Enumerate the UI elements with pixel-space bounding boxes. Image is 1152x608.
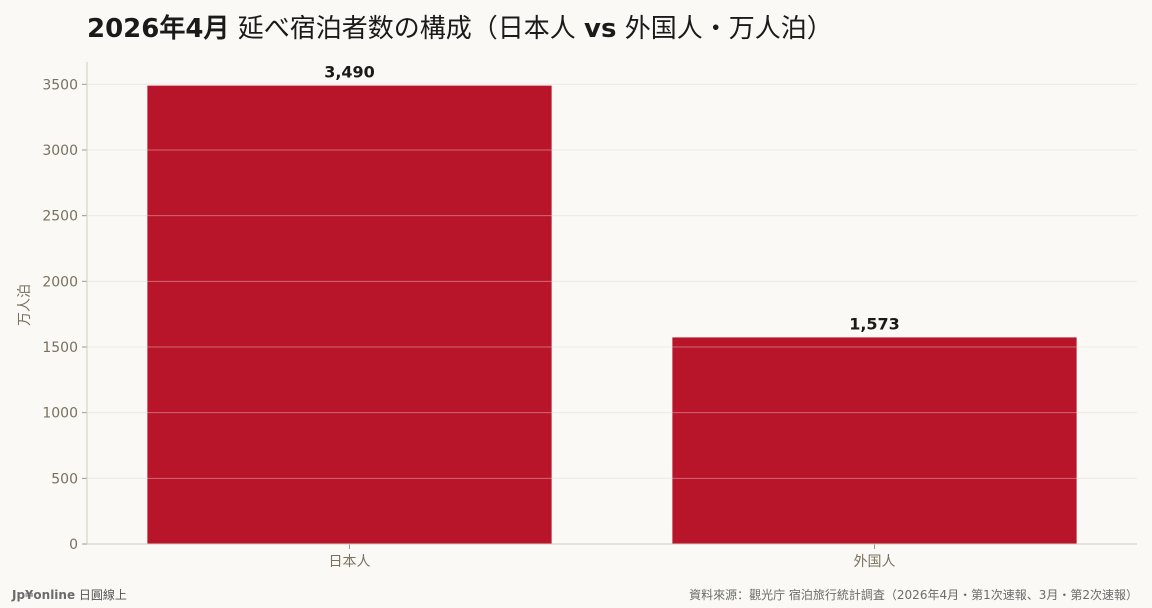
y-axis-label: 万人泊: [17, 284, 33, 326]
bars: [147, 85, 1077, 545]
value-label: 3,490: [324, 63, 375, 82]
y-tick-label: 3500: [42, 77, 78, 93]
axes: [82, 62, 1137, 549]
bar-foreign: [672, 337, 1077, 544]
y-tick-label: 2000: [42, 274, 78, 290]
y-tick-label: 2500: [42, 209, 78, 225]
chart-title-date: 2026年4月: [87, 14, 230, 44]
footer-source: 資料來源：觀光庁 宿泊旅行統計調査（2026年4月・第1次速報、3月・第2次速報…: [689, 588, 1138, 602]
y-tick-label: 3000: [42, 143, 78, 159]
chart-title-text-1: 延べ宿泊者数の構成（日本人: [229, 14, 584, 44]
tick-labels: 0 500 1000 1500 2000 2500 3000 3500 日本人 外国人: [42, 77, 895, 570]
chart-title: 2026年4月 延べ宿泊者数の構成（日本人 vs 外国人・万人泊）: [87, 8, 833, 45]
y-tick-label: 1500: [42, 340, 78, 356]
value-label: 1,573: [849, 314, 900, 333]
footer-brand: Jp¥online 日圓線上: [12, 586, 127, 603]
y-tick-label: 1000: [42, 406, 78, 422]
brand-suffix: 日圓線上: [75, 588, 127, 602]
brand-name: Jp¥online: [12, 588, 76, 602]
chart-title-vs: vs: [584, 14, 617, 44]
x-tick-label: 日本人: [329, 554, 371, 570]
y-tick-label: 500: [51, 471, 78, 487]
x-tick-label: 外国人: [854, 554, 896, 570]
y-tick-label: 0: [69, 537, 78, 553]
bar-japanese: [147, 85, 552, 545]
value-labels: 3,490 1,573: [87, 63, 1137, 479]
chart-title-text-2: 外国人・万人泊）: [616, 14, 833, 44]
